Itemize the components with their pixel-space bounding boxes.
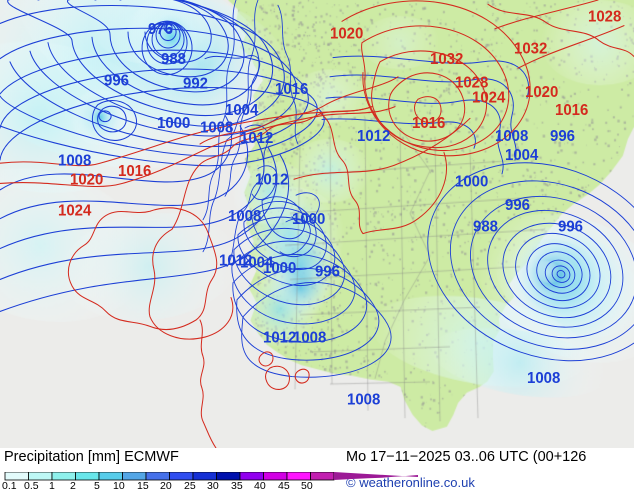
svg-text:1008: 1008 [527, 370, 561, 388]
svg-text:996: 996 [315, 263, 340, 281]
svg-text:1008: 1008 [58, 152, 92, 170]
svg-text:1012: 1012 [255, 171, 288, 189]
svg-text:1016: 1016 [275, 80, 309, 98]
svg-text:1020: 1020 [525, 84, 558, 102]
svg-text:1028: 1028 [588, 8, 622, 26]
svg-text:1020: 1020 [330, 25, 363, 43]
svg-text:1000: 1000 [263, 260, 296, 278]
svg-text:1016: 1016 [118, 163, 152, 181]
svg-text:988: 988 [161, 51, 186, 69]
svg-text:1008: 1008 [200, 119, 234, 137]
svg-text:996: 996 [104, 72, 129, 90]
svg-text:1024: 1024 [58, 202, 92, 220]
svg-text:1024: 1024 [472, 89, 506, 107]
svg-text:1000: 1000 [157, 115, 190, 133]
svg-text:1008: 1008 [495, 127, 529, 145]
svg-text:1008: 1008 [347, 391, 381, 409]
svg-text:1008: 1008 [293, 329, 327, 347]
svg-text:1012: 1012 [240, 130, 273, 148]
svg-text:1012: 1012 [263, 329, 296, 347]
svg-text:1032: 1032 [514, 40, 547, 58]
svg-text:1012: 1012 [357, 127, 390, 145]
svg-text:1000: 1000 [455, 173, 488, 191]
svg-text:988: 988 [473, 218, 498, 236]
svg-text:1020: 1020 [70, 171, 103, 189]
svg-text:1032: 1032 [430, 51, 463, 69]
svg-text:976: 976 [148, 21, 173, 39]
svg-text:1016: 1016 [412, 115, 446, 133]
svg-text:1000: 1000 [292, 211, 325, 229]
svg-text:992: 992 [183, 75, 208, 93]
svg-text:996: 996 [550, 127, 575, 145]
svg-text:1004: 1004 [225, 102, 259, 120]
svg-text:996: 996 [505, 197, 530, 215]
svg-text:1008: 1008 [228, 207, 262, 225]
svg-text:1016: 1016 [555, 102, 589, 120]
svg-text:996: 996 [558, 218, 583, 236]
svg-text:1004: 1004 [505, 147, 539, 165]
